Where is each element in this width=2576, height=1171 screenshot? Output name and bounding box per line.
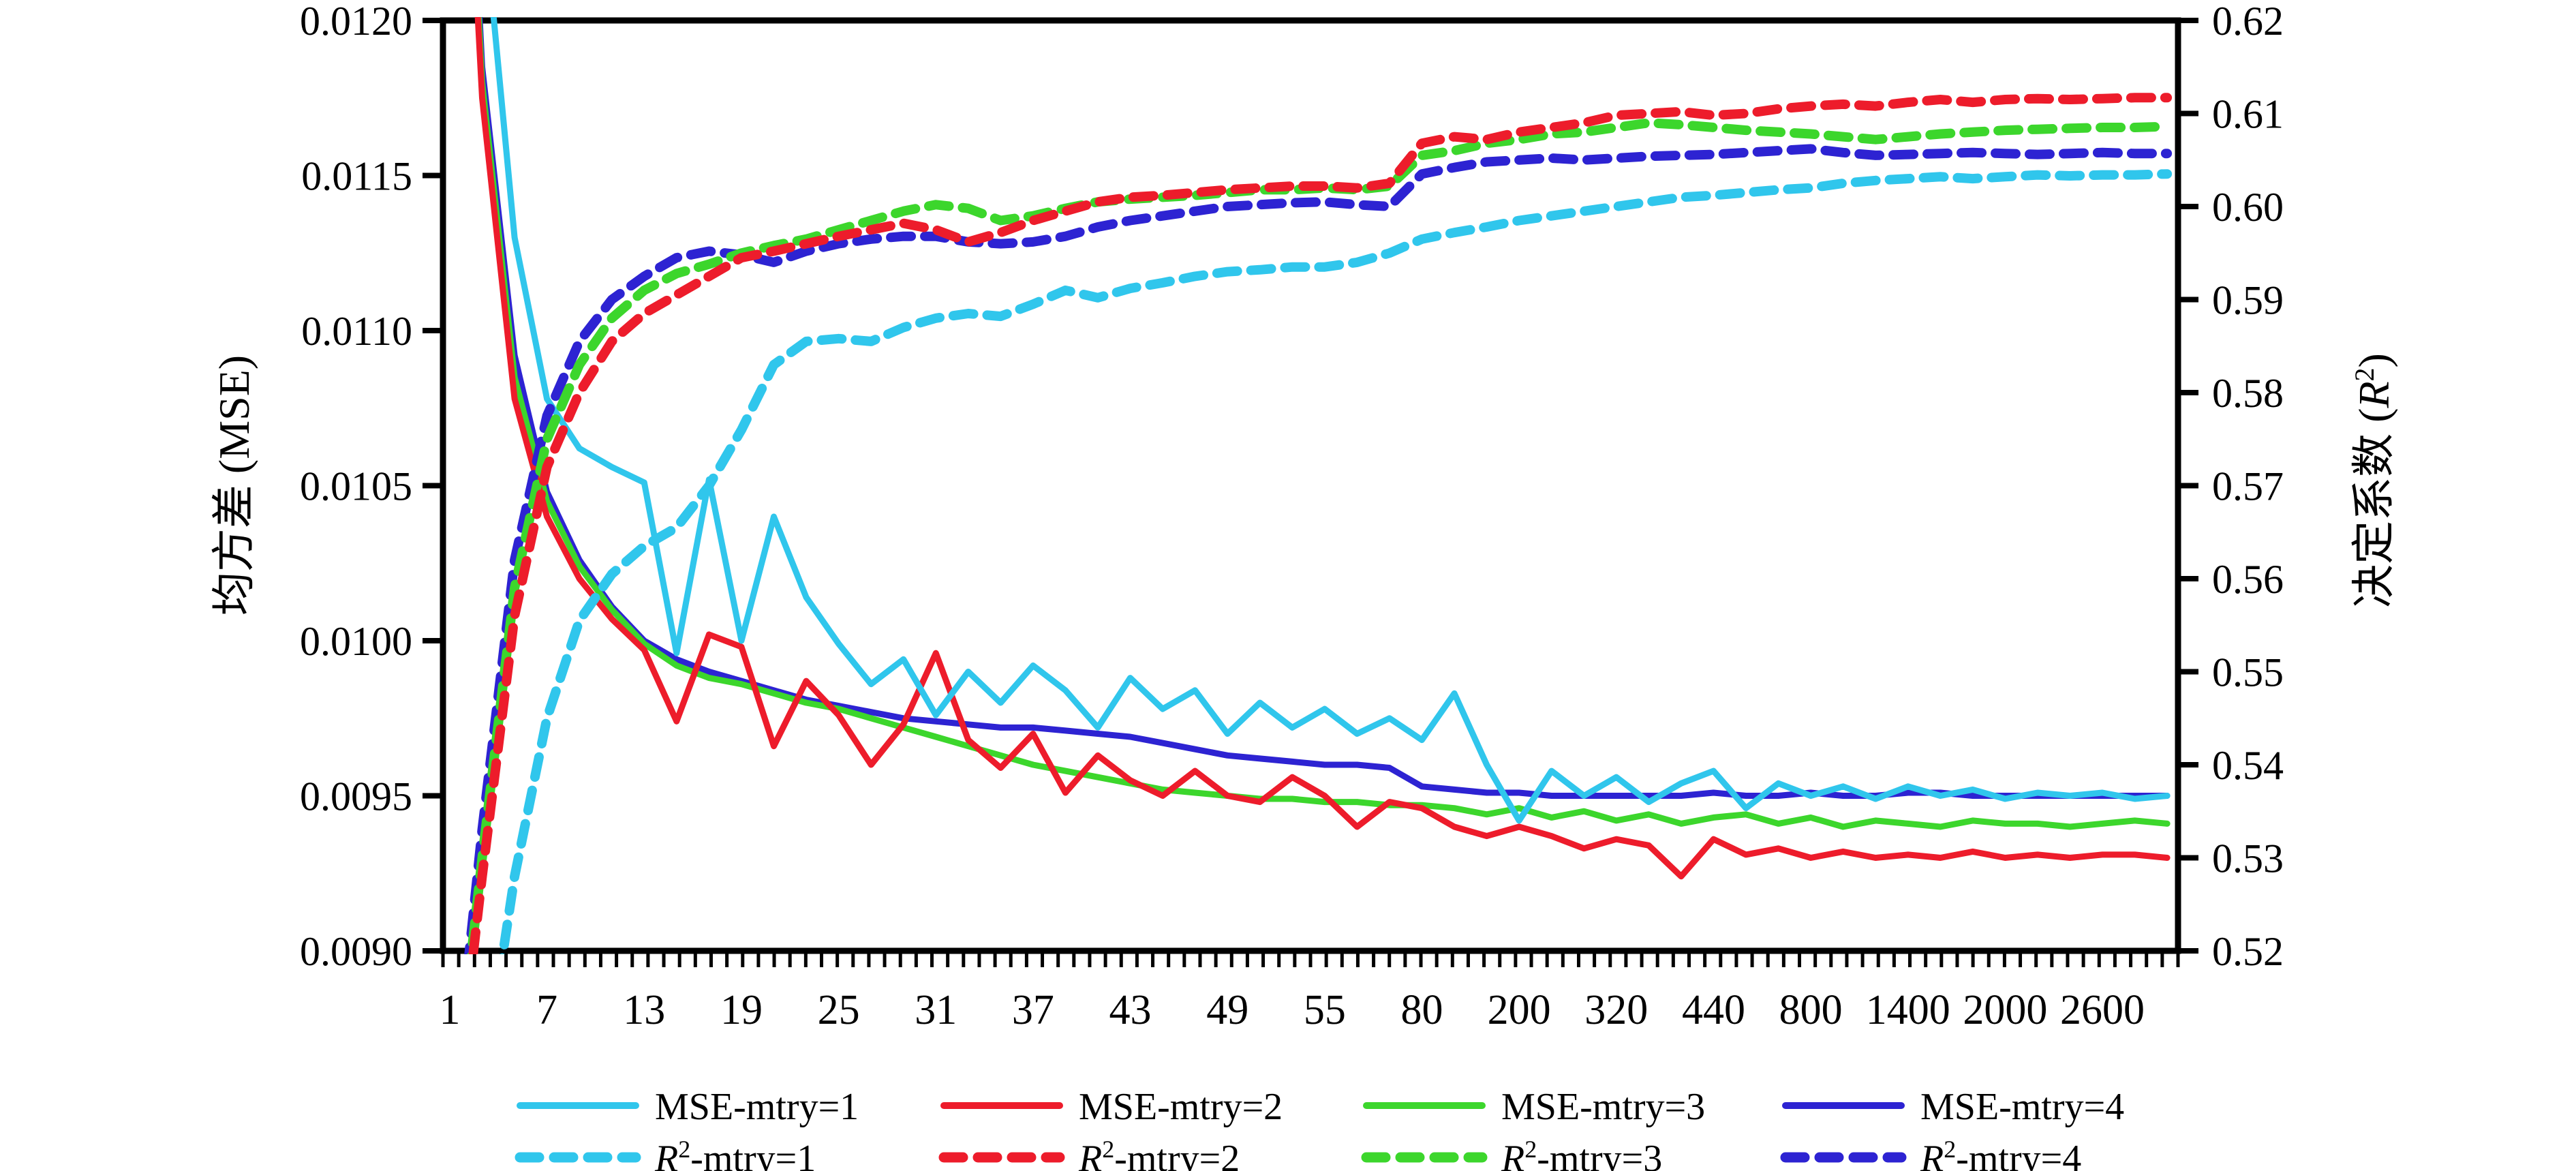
x-tick-label: 37 [1012, 987, 1054, 1033]
right-tick-label: 0.54 [2212, 743, 2284, 788]
right-tick-label: 0.53 [2212, 836, 2284, 881]
legend-item-r2-mtry-3: R2-mtry=3 [1361, 1136, 1662, 1171]
legend-item-r2-mtry-4: R2-mtry=4 [1780, 1136, 2081, 1171]
left-tick-label: 0.0105 [300, 464, 412, 509]
right-tick-label: 0.55 [2212, 650, 2284, 695]
right-tick-label: 0.57 [2212, 464, 2284, 509]
legend-label-r2-mtry-2: R2-mtry=2 [1078, 1136, 1240, 1171]
legend-label-mse-mtry-2: MSE-mtry=2 [1079, 1086, 1283, 1128]
x-tick-label: 2600 [2060, 987, 2145, 1033]
right-tick-label: 0.59 [2212, 278, 2284, 323]
x-tick-label: 43 [1109, 987, 1152, 1033]
x-tick-label: 200 [1488, 987, 1551, 1033]
x-tick-label: 49 [1206, 987, 1248, 1033]
x-tick-label: 13 [623, 987, 665, 1033]
left-tick-label: 0.0095 [300, 774, 412, 819]
right-tick-label: 0.61 [2212, 92, 2284, 137]
right-tick-label: 0.62 [2212, 0, 2284, 44]
left-tick-label: 0.0090 [300, 929, 412, 974]
x-tick-label: 55 [1304, 987, 1346, 1033]
left-tick-label: 0.0100 [300, 619, 412, 664]
right-axis-title-close: ) [2350, 353, 2398, 367]
legend-item-mse-mtry-1: MSE-mtry=1 [517, 1086, 859, 1128]
legend-item-mse-mtry-2: MSE-mtry=2 [940, 1086, 1283, 1128]
left-axis-title: 均方差 (MSE) [210, 355, 258, 615]
legend-item-r2-mtry-1: R2-mtry=1 [515, 1136, 816, 1171]
legend-label-r2-mtry-1: R2-mtry=1 [654, 1136, 816, 1171]
left-tick-label: 0.0120 [300, 0, 412, 44]
x-tick-label: 1 [440, 987, 461, 1033]
legend-label-mse-mtry-4: MSE-mtry=4 [1920, 1086, 2124, 1128]
right-tick-label: 0.60 [2212, 185, 2284, 230]
legend-item-mse-mtry-4: MSE-mtry=4 [1782, 1086, 2124, 1128]
legend-label-r2-mtry-4: R2-mtry=4 [1920, 1136, 2081, 1171]
right-axis-title-sup: 2 [2349, 367, 2380, 381]
x-tick-label: 25 [818, 987, 860, 1033]
legend-item-r2-mtry-2: R2-mtry=2 [938, 1136, 1240, 1171]
line-mse-mtry-2 [474, 17, 2171, 880]
legend: MSE-mtry=1 MSE-mtry=2 MSE-mtry=3 MSE-mtry=4… [515, 1086, 2124, 1171]
x-tick-label: 19 [720, 987, 763, 1033]
x-tick-label: 2000 [1963, 987, 2047, 1033]
right-tick-label: 0.56 [2212, 557, 2284, 602]
left-tick-label: 0.0115 [301, 154, 412, 199]
line-mse-mtry-3 [475, 17, 2171, 830]
x-tick-label: 440 [1682, 987, 1745, 1033]
x-tick-label: 800 [1779, 987, 1843, 1033]
legend-item-mse-mtry-3: MSE-mtry=3 [1363, 1086, 1705, 1128]
x-tick-label: 80 [1401, 987, 1443, 1033]
right-tick-label: 0.58 [2212, 371, 2284, 416]
line-r2-mtry-1 [497, 169, 2173, 954]
left-tick-label: 0.0110 [301, 309, 412, 354]
x-tick-label: 1400 [1866, 987, 1950, 1033]
axis-tick-labels: 0.0120 0.0115 0.0110 0.0105 0.0100 0.0095 0.00… [300, 0, 2284, 1033]
right-axis-title: 决定系数 (R2) [2349, 353, 2398, 608]
legend-label-r2-mtry-3: R2-mtry=3 [1501, 1136, 1662, 1171]
x-tick-label: 7 [536, 987, 557, 1033]
legend-label-mse-mtry-1: MSE-mtry=1 [655, 1086, 859, 1128]
line-mse-mtry-1 [490, 17, 2171, 824]
right-axis-title-r: R [2350, 381, 2398, 408]
x-tick-label: 31 [915, 987, 957, 1033]
right-axis-title-prefix: 决定系数 ( [2350, 408, 2398, 608]
legend-label-mse-mtry-3: MSE-mtry=3 [1501, 1086, 1705, 1128]
right-tick-label: 0.52 [2212, 929, 2284, 974]
axis-ticks [423, 18, 2198, 967]
line-r2-mtry-2 [468, 93, 2173, 954]
x-tick-label: 320 [1584, 987, 1648, 1033]
data-series [464, 17, 2173, 954]
